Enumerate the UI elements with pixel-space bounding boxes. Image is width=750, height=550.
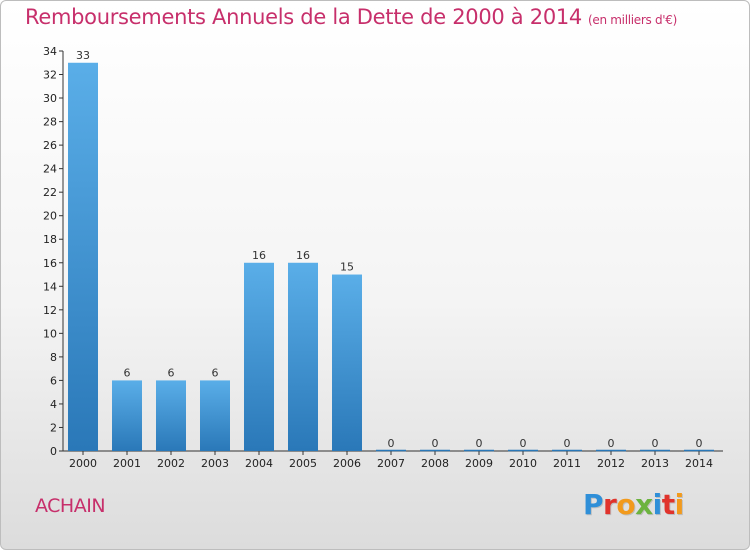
x-tick-label: 2012 xyxy=(597,457,625,470)
y-tick-label: 8 xyxy=(50,351,57,364)
y-tick-label: 10 xyxy=(43,327,57,340)
x-tick-label: 2014 xyxy=(685,457,713,470)
y-tick-label: 6 xyxy=(50,374,57,387)
y-tick-label: 34 xyxy=(43,45,57,58)
x-tick-label: 2011 xyxy=(553,457,581,470)
y-tick-label: 22 xyxy=(43,186,57,199)
bar xyxy=(68,62,98,451)
y-tick-label: 18 xyxy=(43,233,57,246)
data-label: 15 xyxy=(340,261,354,274)
y-tick-label: 14 xyxy=(43,280,57,293)
data-label: 6 xyxy=(168,366,175,379)
y-tick-label: 30 xyxy=(43,92,57,105)
data-label: 0 xyxy=(476,437,483,450)
data-label: 0 xyxy=(564,437,571,450)
chart-bars xyxy=(68,62,714,452)
bar xyxy=(288,262,318,451)
logo-letter: t xyxy=(661,488,675,521)
chart-title: Remboursements Annuels de la Dette de 20… xyxy=(25,5,677,29)
y-tick-label: 20 xyxy=(43,210,57,223)
x-tick-label: 2000 xyxy=(69,457,97,470)
logo-letter: i xyxy=(674,488,685,521)
x-tick-label: 2002 xyxy=(157,457,185,470)
data-label: 0 xyxy=(608,437,615,450)
x-tick-label: 2003 xyxy=(201,457,229,470)
proxiti-logo: Proxiti xyxy=(583,488,684,521)
chart-labels: 33 2000 6 2001 6 2002 6 2003 16 2004 16 2005 15 2006 0… xyxy=(69,49,713,470)
data-label: 6 xyxy=(124,366,131,379)
logo-letter: i xyxy=(652,488,663,521)
data-label: 0 xyxy=(520,437,527,450)
x-tick-label: 2007 xyxy=(377,457,405,470)
commune-name: ACHAIN xyxy=(35,495,106,517)
x-tick-label: 2005 xyxy=(289,457,317,470)
y-tick-label: 32 xyxy=(43,69,57,82)
x-tick-label: 2006 xyxy=(333,457,361,470)
bar xyxy=(200,380,230,451)
data-label: 0 xyxy=(696,437,703,450)
x-tick-label: 2010 xyxy=(509,457,537,470)
bar xyxy=(112,380,142,451)
y-tick-label: 26 xyxy=(43,139,57,152)
y-tick-label: 0 xyxy=(50,445,57,458)
data-label: 0 xyxy=(432,437,439,450)
y-tick-label: 28 xyxy=(43,116,57,129)
logo-letter: r xyxy=(603,488,617,521)
y-tick-label: 16 xyxy=(43,257,57,270)
data-label: 0 xyxy=(652,437,659,450)
data-label: 16 xyxy=(252,249,266,262)
chart-subtitle: (en milliers d'€) xyxy=(588,13,678,27)
bar xyxy=(244,262,274,451)
y-tick-label: 12 xyxy=(43,304,57,317)
logo-letter: P xyxy=(583,488,604,521)
logo-letter: x xyxy=(635,488,653,521)
logo-letter: o xyxy=(616,488,636,521)
x-tick-label: 2008 xyxy=(421,457,449,470)
x-tick-label: 2013 xyxy=(641,457,669,470)
data-label: 16 xyxy=(296,249,310,262)
y-tick-label: 24 xyxy=(43,163,57,176)
bar xyxy=(332,274,362,451)
x-tick-label: 2001 xyxy=(113,457,141,470)
data-label: 6 xyxy=(212,366,219,379)
data-label: 0 xyxy=(388,437,395,450)
x-tick-label: 2009 xyxy=(465,457,493,470)
chart-title-text: Remboursements Annuels de la Dette de 20… xyxy=(25,5,582,29)
x-tick-label: 2004 xyxy=(245,457,273,470)
y-tick-label: 2 xyxy=(50,421,57,434)
data-label: 33 xyxy=(76,49,90,62)
y-tick-label: 4 xyxy=(50,398,57,411)
bar xyxy=(156,380,186,451)
